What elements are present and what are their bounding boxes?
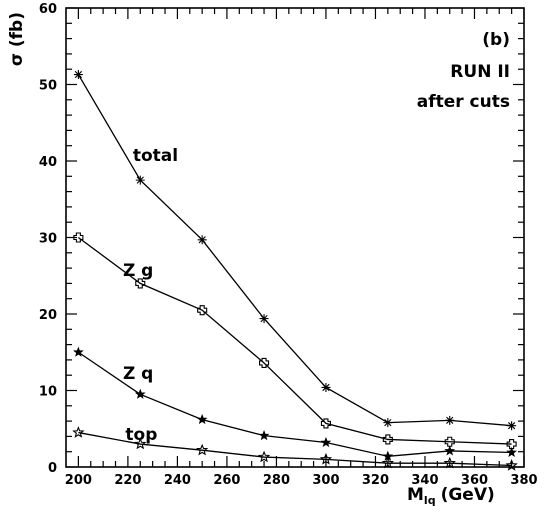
y-axis-title: σ (fb) xyxy=(7,12,27,66)
data-point xyxy=(507,421,517,431)
data-point xyxy=(443,456,456,469)
x-tick-label: 280 xyxy=(263,473,290,488)
annotation: (b) xyxy=(482,30,510,50)
series-top xyxy=(72,426,518,471)
data-point xyxy=(135,175,145,185)
x-tick-label: 340 xyxy=(411,473,438,488)
data-point xyxy=(134,437,147,450)
series-total xyxy=(73,70,517,431)
x-tick-label: 240 xyxy=(164,473,191,488)
data-point xyxy=(319,452,333,465)
data-point xyxy=(73,346,84,357)
data-point xyxy=(197,305,208,316)
series-line xyxy=(78,431,512,467)
x-tick-label: 320 xyxy=(362,473,389,488)
data-point xyxy=(506,439,517,450)
data-point xyxy=(72,426,85,438)
data-point xyxy=(505,458,518,471)
series-line xyxy=(78,351,512,457)
data-point xyxy=(506,446,517,458)
data-point xyxy=(320,418,331,429)
data-point xyxy=(73,70,83,80)
data-point xyxy=(444,436,455,447)
y-tick-label: 30 xyxy=(39,232,57,247)
series-z-q xyxy=(73,346,517,461)
data-point xyxy=(196,413,208,425)
data-point xyxy=(259,314,269,324)
y-tick-label: 10 xyxy=(39,385,57,400)
series-line xyxy=(77,236,512,445)
series-label: top xyxy=(125,425,157,445)
data-point xyxy=(444,445,456,456)
data-point xyxy=(197,235,207,245)
data-point xyxy=(196,443,209,456)
x-tick-label: 220 xyxy=(114,473,141,488)
data-point xyxy=(381,456,394,469)
annotation: RUN II xyxy=(450,62,510,82)
y-tick-label: 50 xyxy=(39,79,57,94)
data-point xyxy=(134,388,146,399)
x-tick-label: 380 xyxy=(510,473,537,488)
axes: 200 220 240 260 280 300 320 340 360 380 0 10 20 30 40 5… xyxy=(7,2,538,507)
data-point xyxy=(382,434,393,445)
x-tick-label: 200 xyxy=(65,473,92,488)
x-axis-title: Mlq (GeV) xyxy=(407,485,495,507)
data-point xyxy=(445,415,455,425)
y-tick-label: 0 xyxy=(48,461,57,476)
series-label: Z g xyxy=(123,261,153,281)
x-tick-label: 260 xyxy=(213,473,240,488)
series-label: total xyxy=(133,146,178,166)
data-point xyxy=(383,418,393,428)
data-point xyxy=(258,429,270,441)
y-tick-label: 20 xyxy=(39,308,57,323)
x-axis-title-main: M xyxy=(407,485,424,505)
data-point xyxy=(320,436,332,448)
series-layer xyxy=(72,70,518,471)
data-point xyxy=(73,232,84,243)
x-axis-title-sub: lq xyxy=(424,494,436,507)
data-point xyxy=(135,278,146,289)
series-z-g xyxy=(73,232,517,450)
annotation: after cuts xyxy=(417,92,510,112)
data-point xyxy=(257,450,271,463)
y-tick-label: 40 xyxy=(39,155,57,170)
data-point xyxy=(321,382,331,392)
data-point xyxy=(259,357,270,369)
series-line xyxy=(77,74,512,427)
y-tick-label: 60 xyxy=(39,2,57,17)
x-axis-title-unit: (GeV) xyxy=(441,485,495,505)
x-tick-label: 300 xyxy=(312,473,339,488)
series-label: Z q xyxy=(123,364,153,384)
labels-layer: (b) RUN II after cuts total Z g Z q top xyxy=(123,30,510,445)
x-tick-label: 360 xyxy=(461,473,488,488)
